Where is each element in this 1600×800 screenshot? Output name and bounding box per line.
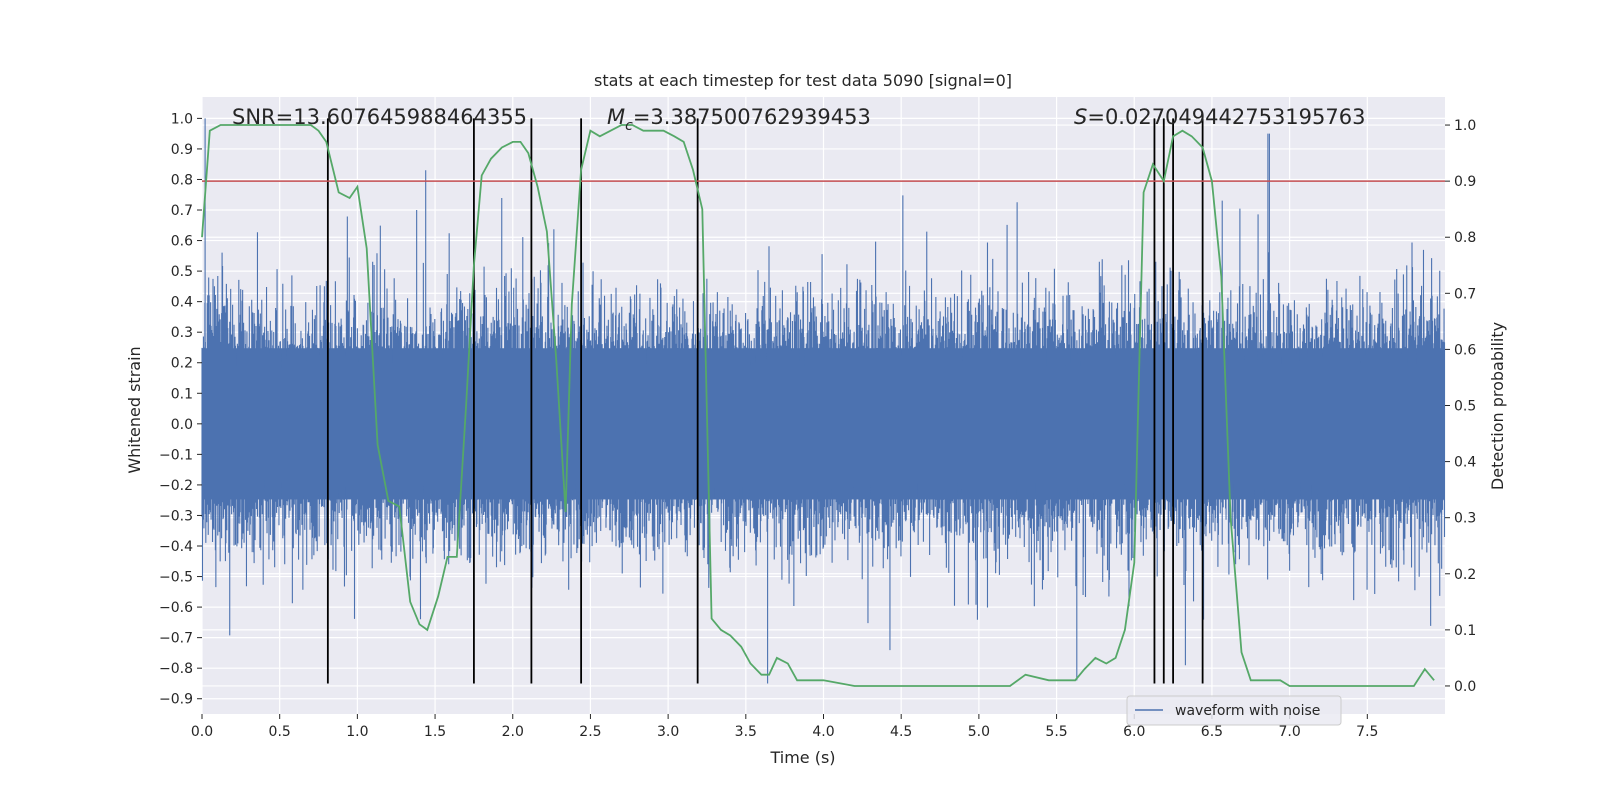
mc-value: =3.387500762939453 <box>633 105 871 129</box>
x-axis-label: Time (s) <box>769 748 835 767</box>
x-tick-label: 0.5 <box>269 724 291 740</box>
snr-annotation: SNR=13.607645988464355 <box>232 105 527 129</box>
y-right-tick-label: 0.8 <box>1454 230 1476 246</box>
y-left-tick-label: 0.4 <box>171 295 193 311</box>
y-right-tick-label: 0.6 <box>1454 342 1476 358</box>
probability-series <box>201 124 1435 687</box>
y-left-tick-label: −0.9 <box>159 692 193 708</box>
y-right-tick-label: 0.7 <box>1454 286 1476 302</box>
mc-annotation: Mc=3.387500762939453 <box>607 105 871 134</box>
mc-prefix: M <box>607 105 625 129</box>
y-left-tick-label: 0.6 <box>171 234 193 250</box>
waveform-strokes <box>201 118 1446 684</box>
y-left-tick-label: 0.1 <box>171 386 193 402</box>
y-left-tick-label: −0.6 <box>159 600 193 616</box>
x-tick-label: 4.5 <box>890 724 912 740</box>
y-left-tick-label: −0.7 <box>159 631 193 647</box>
y-left-tick-label: −0.3 <box>159 508 193 524</box>
x-tick-label: 2.5 <box>579 724 601 740</box>
vertical-lines <box>326 118 1204 684</box>
legend-label: waveform with noise <box>1175 703 1320 719</box>
x-tick-label: 1.0 <box>346 724 368 740</box>
x-tick-label: 2.0 <box>502 724 524 740</box>
x-tick-label: 7.5 <box>1356 724 1378 740</box>
x-ticks: 0.0 0.5 1.0 1.5 2.0 2.5 3.0 3.5 4.0 4.5 5.0 5.5 6.0 6… <box>191 714 1378 740</box>
legend: waveform with noise <box>1126 695 1342 726</box>
y-right-tick-label: 0.5 <box>1454 399 1476 415</box>
y-left-ticks: −0.9 −0.8 −0.7 −0.6 −0.5 −0.4 −0.3 −0.2 −0.1 0.0 0… <box>159 111 202 708</box>
y-right-tick-label: 0.0 <box>1454 679 1476 695</box>
y-left-tick-label: 0.8 <box>171 172 193 188</box>
y-right-tick-label: 1.0 <box>1454 118 1476 134</box>
x-tick-label: 1.5 <box>424 724 446 740</box>
y-left-tick-label: −0.1 <box>159 447 193 463</box>
y-right-tick-label: 0.1 <box>1454 623 1476 639</box>
y-left-tick-label: 0.2 <box>171 356 193 372</box>
mc-subscript: c <box>625 118 633 134</box>
y-left-axis-label: Whitened strain <box>125 346 144 473</box>
y-left-tick-label: −0.2 <box>159 478 193 494</box>
s-value: =0.027049442753195763 <box>1087 105 1365 129</box>
legend-box <box>1126 695 1342 726</box>
x-tick-label: 3.0 <box>657 724 679 740</box>
y-left-tick-label: 0.5 <box>171 264 193 280</box>
y-left-tick-label: 0.0 <box>171 417 193 433</box>
y-right-axis-label: Detection probability <box>1488 322 1507 490</box>
y-right-tick-label: 0.4 <box>1454 455 1476 471</box>
y-left-tick-label: −0.8 <box>159 661 193 677</box>
x-tick-label: 6.0 <box>1123 724 1145 740</box>
chart-title: stats at each timestep for test data 509… <box>594 71 1012 90</box>
y-right-tick-label: 0.2 <box>1454 567 1476 583</box>
y-right-ticks: 0.0 0.1 0.2 0.3 0.4 0.5 0.6 0.7 0.8 0.9 1.0 <box>1445 118 1476 695</box>
s-prefix: S <box>1074 105 1087 129</box>
y-left-tick-label: 1.0 <box>171 111 193 127</box>
y-left-tick-label: −0.4 <box>159 539 193 555</box>
y-right-tick-label: 0.3 <box>1454 511 1476 527</box>
y-left-tick-label: −0.5 <box>159 570 193 586</box>
y-left-tick-label: 0.9 <box>171 142 193 158</box>
x-tick-label: 7.0 <box>1278 724 1300 740</box>
x-tick-label: 3.5 <box>735 724 757 740</box>
x-tick-label: 4.0 <box>812 724 834 740</box>
x-tick-label: 6.5 <box>1201 724 1223 740</box>
y-right-tick-label: 0.9 <box>1454 174 1476 190</box>
x-tick-label: 0.0 <box>191 724 213 740</box>
y-left-tick-label: 0.7 <box>171 203 193 219</box>
y-left-tick-label: 0.3 <box>171 325 193 341</box>
waveform-series <box>201 118 1446 684</box>
x-tick-label: 5.5 <box>1045 724 1067 740</box>
s-annotation: S=0.027049442753195763 <box>1074 105 1365 129</box>
x-tick-label: 5.0 <box>968 724 990 740</box>
